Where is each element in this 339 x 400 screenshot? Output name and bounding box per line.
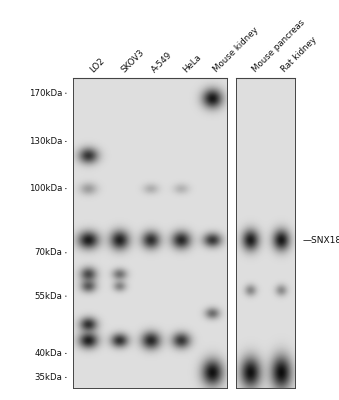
Text: 70kDa: 70kDa bbox=[35, 248, 63, 257]
Text: 130kDa: 130kDa bbox=[29, 137, 63, 146]
Text: Mouse kidney: Mouse kidney bbox=[212, 26, 260, 74]
Text: 100kDa: 100kDa bbox=[29, 184, 63, 193]
Text: A-549: A-549 bbox=[150, 50, 174, 74]
Text: 35kDa: 35kDa bbox=[35, 373, 63, 382]
Text: Rat kidney: Rat kidney bbox=[280, 35, 319, 74]
Text: Mouse pancreas: Mouse pancreas bbox=[251, 18, 306, 74]
Text: SKOV3: SKOV3 bbox=[119, 48, 146, 74]
Text: HeLa: HeLa bbox=[181, 52, 203, 74]
Text: 55kDa: 55kDa bbox=[35, 292, 63, 301]
Text: LO2: LO2 bbox=[88, 56, 106, 74]
Text: —SNX18: —SNX18 bbox=[303, 236, 339, 245]
Text: 40kDa: 40kDa bbox=[35, 349, 63, 358]
Text: 170kDa: 170kDa bbox=[29, 89, 63, 98]
